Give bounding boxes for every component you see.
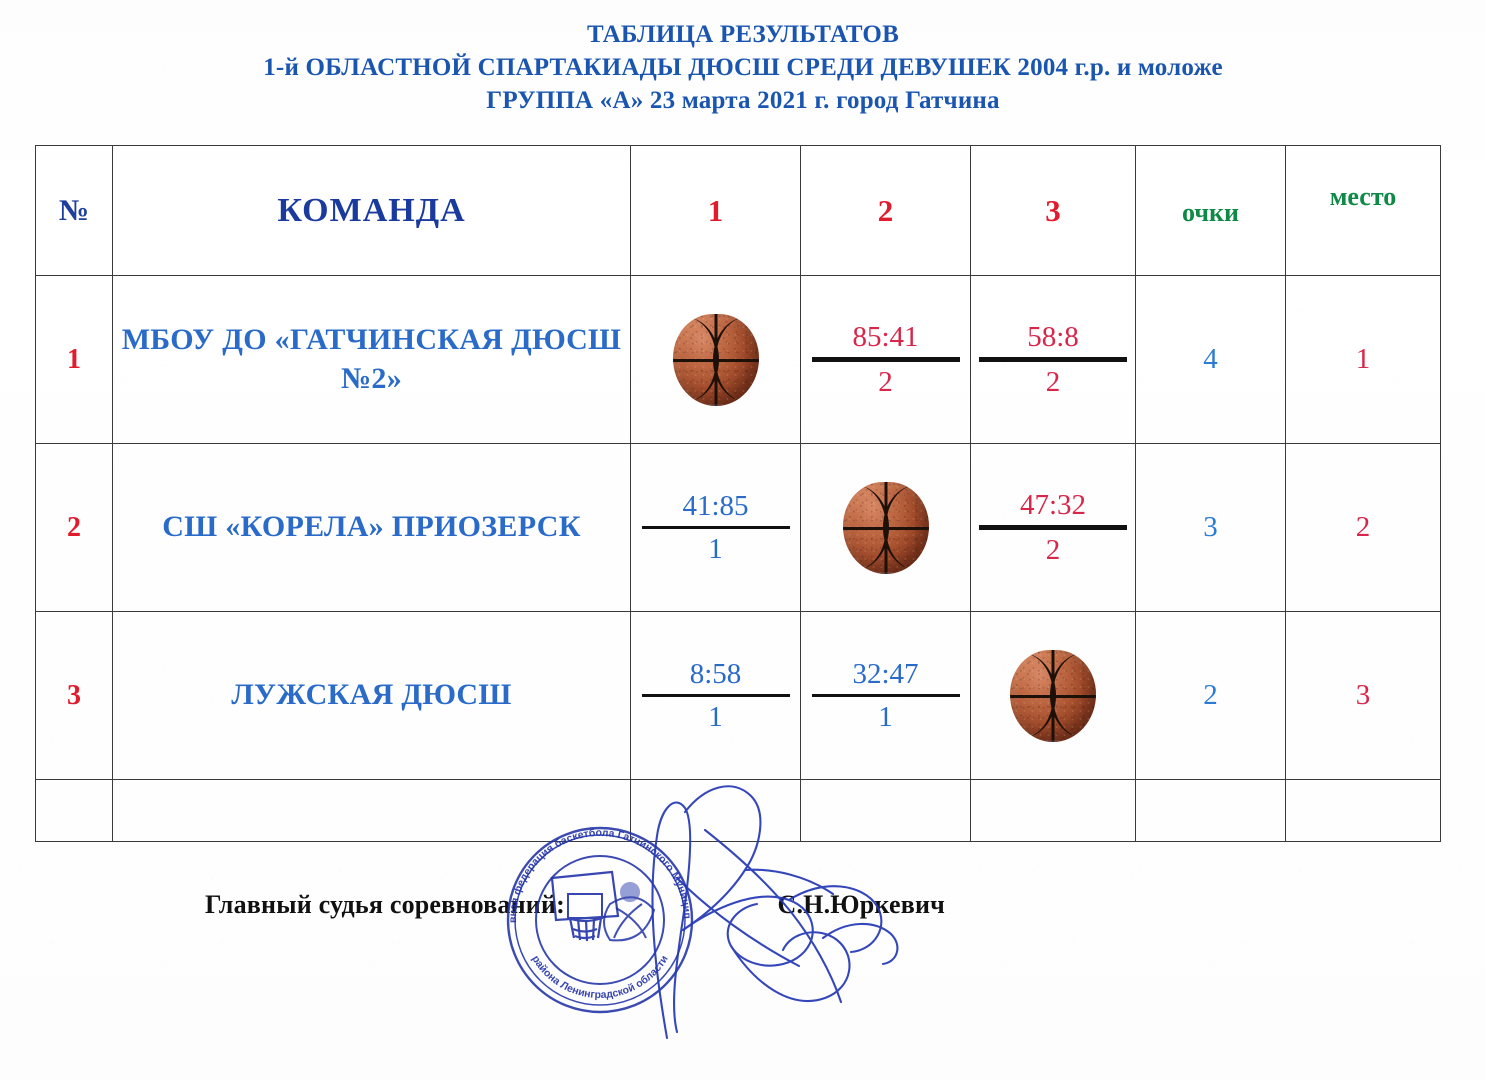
ball-texture xyxy=(672,313,759,406)
place-value: 2 xyxy=(1355,511,1371,543)
fraction-bar xyxy=(641,525,790,529)
ball-texture xyxy=(842,481,929,574)
cell-total-points: 2 xyxy=(1135,611,1286,780)
place-value: 1 xyxy=(1355,343,1371,375)
team-name: МБОУ ДО «ГАТЧИНСКАЯ ДЮСШ №2» xyxy=(112,275,631,444)
cell-place: 2 xyxy=(1285,443,1441,612)
cell-score: 8:58 1 xyxy=(630,611,801,780)
header-round-1-label: 1 xyxy=(707,192,724,228)
total-points-value: 4 xyxy=(1203,343,1218,375)
score-fraction: 32:47 1 xyxy=(811,657,960,733)
table-filler-row xyxy=(35,779,1441,842)
rank-value: 3 xyxy=(67,679,81,711)
match-points: 2 xyxy=(1045,365,1061,398)
document-title: ТАБЛИЦА РЕЗУЛЬТАТОВ 1-й ОБЛАСТНОЙ СПАРТА… xyxy=(0,18,1486,117)
judge-role-label: Главный судья соревнований: xyxy=(205,890,565,919)
judge-name: С.Н.Юркевич xyxy=(777,890,945,919)
cell-score: 85:41 2 xyxy=(800,275,971,444)
score-value: 41:85 xyxy=(682,489,749,522)
cell-place: 1 xyxy=(1285,275,1441,444)
total-points-value: 3 xyxy=(1203,511,1218,543)
ball-texture xyxy=(1010,649,1096,742)
fraction-bar xyxy=(811,693,960,697)
filler-cell xyxy=(800,779,971,842)
team-name: ЛУЖСКАЯ ДЮСШ xyxy=(112,611,631,780)
match-points: 1 xyxy=(878,700,893,733)
header-number-label: № xyxy=(58,193,90,227)
cell-self-match xyxy=(630,275,801,444)
match-points: 2 xyxy=(1045,533,1061,566)
filler-cell xyxy=(1135,779,1286,842)
score-value: 47:32 xyxy=(1019,488,1087,521)
cell-self-match xyxy=(970,611,1136,780)
score-fraction: 85:41 2 xyxy=(811,320,960,398)
fraction-bar xyxy=(979,356,1127,362)
header-points-label: очки xyxy=(1182,197,1239,227)
header-round-3-label: 3 xyxy=(1045,192,1061,228)
header-round-1: 1 xyxy=(630,145,801,276)
title-line-3: ГРУППА «А» 23 марта 2021 г. город Гатчин… xyxy=(486,87,1000,114)
results-table: № КОМАНДА 1 2 3 очки место 1 МБОУ ДО «ГА… xyxy=(35,145,1441,842)
filler-cell xyxy=(630,779,801,842)
row-rank: 3 xyxy=(35,611,113,780)
header-number: № xyxy=(35,145,113,276)
basketball-icon xyxy=(842,481,929,574)
cell-total-points: 3 xyxy=(1135,443,1286,612)
cell-score: 47:32 2 xyxy=(970,443,1136,612)
fraction-bar xyxy=(811,356,960,362)
header-points: очки xyxy=(1135,145,1286,276)
header-round-3: 3 xyxy=(970,145,1136,276)
filler-cell xyxy=(35,779,113,842)
table-header-row: № КОМАНДА 1 2 3 очки место xyxy=(35,145,1441,276)
match-points: 1 xyxy=(708,700,723,733)
basketball-icon xyxy=(1010,649,1096,742)
place-value: 3 xyxy=(1355,679,1371,711)
score-fraction: 58:8 2 xyxy=(979,320,1127,398)
fraction-bar xyxy=(979,524,1127,530)
score-fraction: 8:58 1 xyxy=(641,657,790,733)
row-rank: 1 xyxy=(35,275,113,444)
cell-place: 3 xyxy=(1285,611,1441,780)
cell-score: 32:47 1 xyxy=(800,611,971,780)
filler-cell xyxy=(1285,779,1441,842)
header-round-2: 2 xyxy=(800,145,971,276)
score-value: 32:47 xyxy=(852,657,919,690)
header-place-label: место xyxy=(1329,181,1397,211)
match-points: 2 xyxy=(878,365,893,398)
table-row: 2 СШ «КОРЕЛА» ПРИОЗЕРСК 41:85 1 47:32 xyxy=(35,443,1441,612)
score-fraction: 41:85 1 xyxy=(641,489,790,565)
fraction-bar xyxy=(641,693,790,697)
match-points: 1 xyxy=(708,532,723,565)
filler-cell xyxy=(970,779,1136,842)
score-fraction: 47:32 2 xyxy=(979,488,1127,566)
row-rank: 2 xyxy=(35,443,113,612)
cell-score: 58:8 2 xyxy=(970,275,1136,444)
table-row: 1 МБОУ ДО «ГАТЧИНСКАЯ ДЮСШ №2» 85:41 2 5… xyxy=(35,275,1441,444)
header-place: место xyxy=(1285,145,1441,276)
rank-value: 1 xyxy=(67,343,81,375)
total-points-value: 2 xyxy=(1203,679,1218,711)
cell-self-match xyxy=(800,443,971,612)
team-name: СШ «КОРЕЛА» ПРИОЗЕРСК xyxy=(112,443,631,612)
header-team-label: КОМАНДА xyxy=(277,191,466,229)
table-row: 3 ЛУЖСКАЯ ДЮСШ 8:58 1 32:47 1 xyxy=(35,611,1441,780)
score-value: 8:58 xyxy=(689,657,742,690)
header-round-2-label: 2 xyxy=(877,192,894,228)
score-value: 58:8 xyxy=(1027,320,1079,353)
basketball-icon xyxy=(672,313,759,406)
title-line-1: ТАБЛИЦА РЕЗУЛЬТАТОВ xyxy=(587,21,899,48)
rank-value: 2 xyxy=(67,511,81,543)
filler-cell xyxy=(112,779,631,842)
cell-total-points: 4 xyxy=(1135,275,1286,444)
signature-line: Главный судья соревнований: С.Н.Юркевич xyxy=(205,890,945,920)
score-value: 85:41 xyxy=(852,320,919,353)
header-team: КОМАНДА xyxy=(112,145,631,276)
title-line-2: 1-й ОБЛАСТНОЙ СПАРТАКИАДЫ ДЮСШ СРЕДИ ДЕВ… xyxy=(263,54,1223,81)
cell-score: 41:85 1 xyxy=(630,443,801,612)
